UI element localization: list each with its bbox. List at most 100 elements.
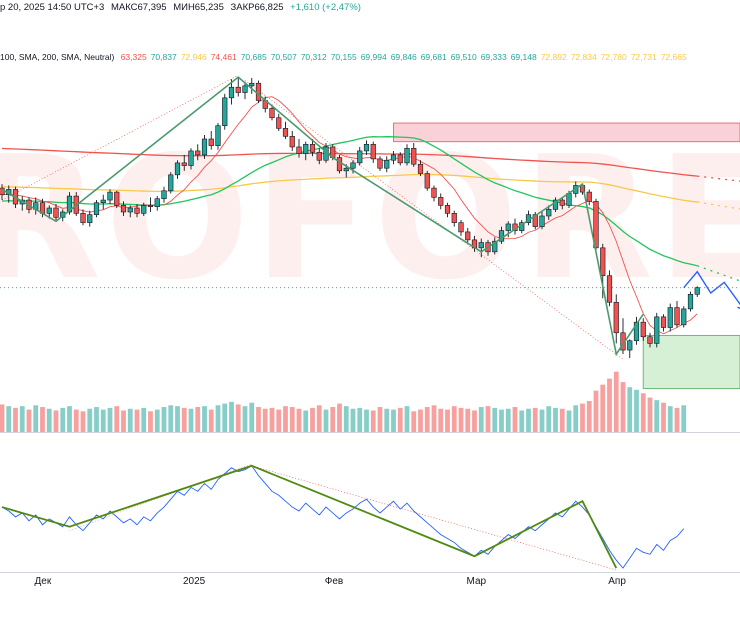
volume-bar	[19, 406, 25, 432]
volume-bar	[377, 407, 383, 432]
candle-body	[195, 150, 201, 156]
candle-body	[667, 307, 673, 328]
volume-bar	[262, 408, 268, 432]
candle-body	[417, 163, 424, 174]
candle-body	[100, 199, 106, 204]
volume-bar	[60, 407, 66, 432]
volume-bar	[276, 409, 282, 432]
volume-bar	[370, 410, 376, 432]
volume-bar	[141, 407, 147, 432]
trend-guide-down	[244, 80, 624, 360]
volume-bar	[289, 407, 295, 432]
candle-body	[87, 214, 93, 223]
x-label-dec: Дек	[34, 576, 52, 587]
volume-bar	[53, 410, 59, 432]
volume-bar	[134, 409, 140, 432]
volume-bar	[512, 407, 518, 432]
volume-bar	[222, 403, 228, 432]
volume-bar	[485, 406, 491, 432]
candle-body	[46, 207, 52, 214]
volume-bar	[418, 409, 423, 432]
volume-bar	[350, 408, 356, 432]
ma-value: 70,312	[300, 52, 327, 62]
candle-body	[654, 316, 660, 344]
candle-body	[390, 154, 397, 161]
resistance-zone	[393, 122, 740, 143]
candle-body	[168, 174, 174, 192]
volume-bar	[256, 407, 261, 432]
volume-bar	[195, 407, 201, 432]
candle-body	[141, 205, 147, 214]
volume-bar	[188, 408, 194, 432]
date-label: р 20, 2025 14:50 UTC+3	[0, 2, 105, 13]
volume-bar	[532, 407, 538, 432]
candle-body	[215, 125, 221, 146]
candle-body	[377, 158, 383, 169]
oscillator-line	[1, 465, 685, 569]
candle-body	[647, 336, 653, 344]
candle-body	[633, 321, 640, 342]
ma-value: 72,780	[600, 52, 627, 62]
volume-bar	[539, 409, 545, 432]
ma-value: 69,994	[360, 52, 387, 62]
volume-bar	[667, 406, 673, 432]
sma-100-line-projection	[697, 201, 740, 210]
candle-body	[188, 150, 194, 166]
ma-values: 63,325 70,837 72,946 74,461 70,685 70,507 70,3…	[121, 52, 691, 62]
volume-bar	[586, 401, 592, 432]
volume-bar	[404, 406, 410, 432]
volume-bar	[424, 407, 430, 432]
ma-value: 70,837	[150, 52, 177, 62]
volume-bar	[73, 409, 79, 432]
candle-body	[444, 205, 451, 214]
volume-bar	[114, 406, 120, 432]
ma-value: 69,681	[420, 52, 447, 62]
volume-bar	[229, 401, 234, 432]
candle-body	[593, 201, 599, 249]
volume-bar	[296, 408, 302, 432]
volume-bar	[465, 408, 471, 432]
candle-body	[120, 205, 127, 213]
candle-body	[0, 187, 5, 196]
candle-body	[586, 191, 592, 202]
volume-bar	[127, 408, 133, 432]
candle-body	[282, 128, 289, 137]
volume-bar	[154, 409, 160, 432]
volume-bar	[566, 410, 572, 432]
volume-bar	[451, 406, 457, 432]
candle-body	[249, 82, 255, 87]
candle-body	[53, 207, 59, 218]
volume-bar	[492, 407, 498, 432]
candle-body	[336, 157, 343, 172]
low-label: МИН65,235	[173, 2, 224, 13]
volume-bar	[181, 407, 187, 432]
candle-body	[363, 144, 370, 152]
candle-body	[181, 162, 187, 166]
candle-body	[458, 222, 464, 233]
candle-body	[674, 307, 680, 326]
volume-bar	[357, 407, 363, 432]
volume-bar	[478, 407, 484, 432]
volume-bar	[472, 410, 477, 432]
candle-body	[431, 187, 437, 198]
ma-value: 72,946	[180, 52, 207, 62]
volume-bar	[343, 406, 349, 432]
volume-bar	[148, 411, 153, 432]
candle-body	[660, 316, 667, 328]
candle-body	[174, 162, 181, 176]
ma-value: 70,685	[240, 52, 267, 62]
sma-30-line	[1, 136, 698, 267]
candle-body	[465, 231, 471, 241]
candle-body	[357, 150, 363, 164]
candle-body	[276, 117, 282, 129]
volume-bar	[323, 409, 329, 432]
candle-body	[350, 162, 356, 169]
candle-body	[687, 294, 694, 310]
ma-value: 63,325	[120, 52, 147, 62]
volume-bar	[600, 384, 606, 432]
volume-bar	[593, 390, 599, 432]
candle-body	[411, 147, 417, 165]
candle-body	[235, 86, 241, 93]
candle-body	[161, 190, 167, 200]
